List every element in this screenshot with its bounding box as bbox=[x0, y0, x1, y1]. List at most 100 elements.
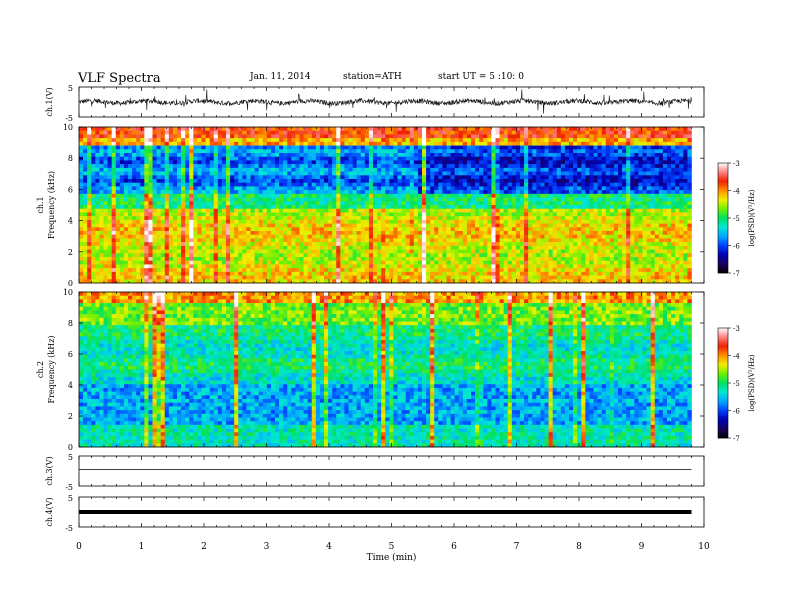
heatmap-cell bbox=[389, 153, 394, 158]
heatmap-cell bbox=[275, 238, 280, 243]
heatmap-cell bbox=[356, 138, 362, 143]
heatmap-cell bbox=[344, 179, 349, 184]
heatmap-cell bbox=[336, 212, 341, 217]
heatmap-cell bbox=[254, 212, 259, 217]
heatmap-cell bbox=[303, 156, 308, 161]
heatmap-cell bbox=[111, 245, 117, 250]
heatmap-cell bbox=[152, 171, 157, 176]
heatmap-cell bbox=[209, 212, 215, 217]
heatmap-cell bbox=[160, 167, 166, 172]
heatmap-cell bbox=[658, 216, 664, 221]
heatmap-cell bbox=[511, 205, 517, 210]
heatmap-cell bbox=[397, 193, 402, 198]
heatmap-cell bbox=[377, 171, 382, 176]
heatmap-cell bbox=[87, 219, 92, 224]
heatmap-cell bbox=[172, 223, 178, 228]
heatmap-cell bbox=[650, 156, 656, 161]
heatmap-cell bbox=[107, 171, 112, 176]
heatmap-cell bbox=[205, 231, 210, 236]
heatmap-cell bbox=[315, 167, 321, 172]
heatmap-cell bbox=[373, 223, 378, 228]
heatmap-cell bbox=[340, 127, 345, 132]
heatmap-cell bbox=[246, 238, 251, 243]
heatmap-cell bbox=[348, 234, 353, 239]
heatmap-cell bbox=[91, 175, 96, 180]
heatmap-cell bbox=[515, 134, 521, 139]
heatmap-cell bbox=[430, 156, 435, 161]
heatmap-cell bbox=[172, 175, 178, 180]
heatmap-cell bbox=[528, 190, 533, 195]
heatmap-cell bbox=[634, 227, 639, 232]
heatmap-cell bbox=[536, 167, 541, 172]
heatmap-cell bbox=[479, 238, 484, 243]
heatmap-cell bbox=[209, 242, 215, 247]
heatmap-cell bbox=[515, 231, 521, 236]
heatmap-cell bbox=[454, 167, 460, 172]
heatmap-cell bbox=[360, 141, 366, 146]
heatmap-cell bbox=[499, 193, 504, 198]
heatmap-cell bbox=[250, 167, 255, 172]
heatmap-cell bbox=[515, 149, 521, 154]
heatmap-cell bbox=[597, 238, 602, 243]
heatmap-cell bbox=[213, 182, 219, 187]
heatmap-cell bbox=[458, 201, 464, 206]
heatmap-cell bbox=[315, 197, 321, 202]
heatmap-cell bbox=[471, 242, 476, 247]
heatmap-cell bbox=[291, 227, 296, 232]
heatmap-cell bbox=[123, 193, 129, 198]
heatmap-cell bbox=[622, 182, 627, 187]
heatmap-cell bbox=[646, 201, 651, 206]
heatmap-cell bbox=[340, 160, 345, 165]
heatmap-cell bbox=[671, 216, 676, 221]
heatmap-cell bbox=[475, 216, 480, 221]
heatmap-cell bbox=[654, 134, 660, 139]
heatmap-cell bbox=[430, 134, 435, 139]
heatmap-cell bbox=[238, 138, 243, 143]
heatmap-cell bbox=[348, 149, 353, 154]
heatmap-cell bbox=[609, 179, 615, 184]
heatmap-cell bbox=[152, 175, 157, 180]
heatmap-cell bbox=[119, 164, 125, 169]
heatmap-cell bbox=[446, 193, 451, 198]
heatmap-cell bbox=[515, 197, 521, 202]
heatmap-cell bbox=[426, 138, 431, 143]
heatmap-cell bbox=[246, 171, 251, 176]
heatmap-cell bbox=[475, 212, 480, 217]
heatmap-cell bbox=[193, 164, 198, 169]
heatmap-cell bbox=[311, 179, 317, 184]
heatmap-cell bbox=[507, 160, 513, 165]
heatmap-cell bbox=[107, 160, 112, 165]
heatmap-cell bbox=[311, 205, 317, 210]
heatmap-cell bbox=[654, 205, 660, 210]
heatmap-cell bbox=[658, 242, 664, 247]
heatmap-cell bbox=[389, 231, 394, 236]
heatmap-cell bbox=[242, 138, 247, 143]
heatmap-cell bbox=[491, 212, 496, 217]
heatmap-cell bbox=[495, 231, 500, 236]
heatmap-cell bbox=[507, 138, 513, 143]
heatmap-cell bbox=[613, 238, 619, 243]
heatmap-cell bbox=[283, 223, 288, 228]
heatmap-cell bbox=[577, 205, 582, 210]
heatmap-cell bbox=[503, 201, 509, 206]
heatmap-cell bbox=[156, 205, 161, 210]
heatmap-cell bbox=[454, 145, 460, 150]
heatmap-cell bbox=[373, 227, 378, 232]
heatmap-cell bbox=[626, 167, 631, 172]
heatmap-cell bbox=[291, 164, 296, 169]
heatmap-cell bbox=[679, 223, 684, 228]
heatmap-cell bbox=[605, 216, 611, 221]
heatmap-cell bbox=[336, 205, 341, 210]
heatmap-cell bbox=[503, 160, 509, 165]
heatmap-cell bbox=[438, 208, 443, 213]
heatmap-cell bbox=[368, 205, 374, 210]
heatmap-cell bbox=[434, 205, 439, 210]
heatmap-cell bbox=[299, 193, 304, 198]
heatmap-cell bbox=[250, 127, 255, 132]
heatmap-cell bbox=[234, 223, 239, 228]
heatmap-cell bbox=[622, 186, 627, 191]
heatmap-cell bbox=[340, 186, 345, 191]
heatmap-cell bbox=[634, 149, 639, 154]
heatmap-cell bbox=[115, 167, 121, 172]
heatmap-cell bbox=[585, 160, 590, 165]
